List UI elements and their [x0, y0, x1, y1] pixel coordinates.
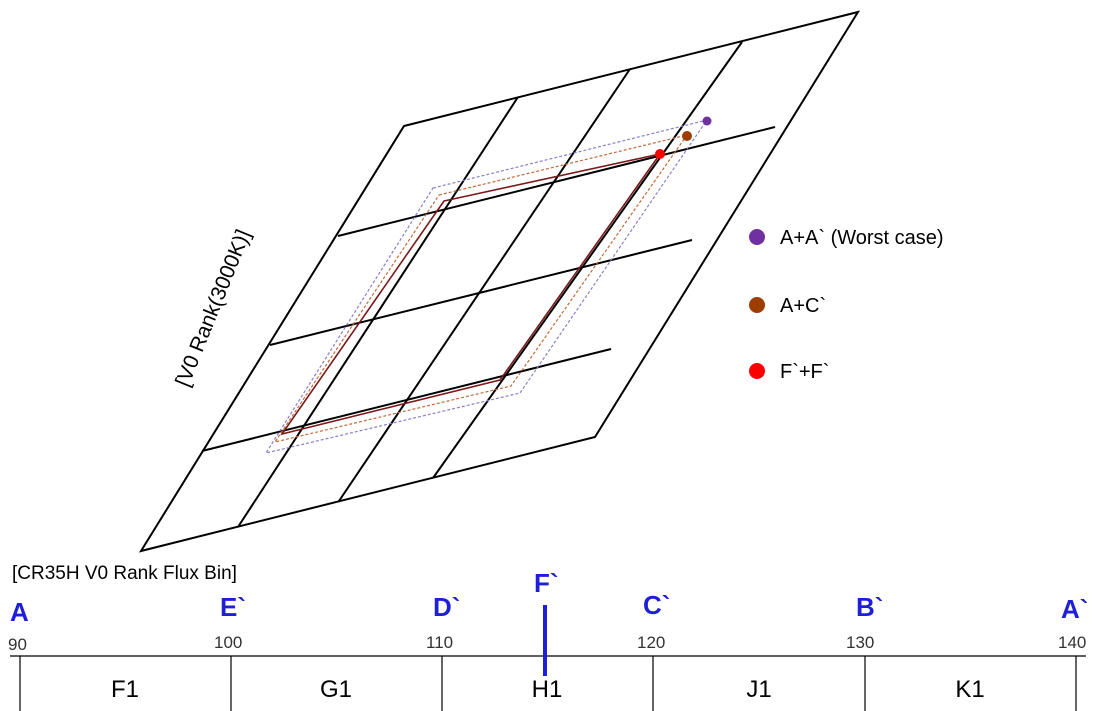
grid-line-v2 — [338, 68, 631, 502]
tick-number-110: 110 — [426, 633, 453, 652]
legend: A+A` (Worst case) A+C` F`+F` — [749, 227, 944, 383]
marker-letter-f-prime: F` — [534, 568, 559, 598]
bin-table — [10, 655, 1086, 711]
tick-number-140: 140 — [1058, 633, 1086, 652]
v0-rank-label: [V0 Rank(3000K)] — [171, 226, 255, 389]
tick-number-90: 90 — [8, 635, 27, 654]
tick-letter-b-prime: B` — [856, 592, 883, 622]
grid-outline — [138, 10, 861, 553]
a-plus-c-point — [682, 131, 692, 141]
legend-dot-f-plus-f — [749, 363, 765, 379]
flux-bin-scale-title: [CR35H V0 Rank Flux Bin] — [12, 563, 237, 584]
legend-dot-a-plus-c — [749, 297, 765, 313]
tick-letter-a: A — [10, 597, 29, 627]
legend-dot-worst-case — [749, 229, 765, 245]
a-plus-c-boundary — [273, 134, 689, 443]
tick-number-120: 120 — [637, 633, 665, 652]
bin-j1: J1 — [746, 676, 771, 703]
bin-k1: K1 — [955, 676, 984, 703]
bin-g1: G1 — [320, 676, 352, 703]
legend-label-f-plus-f: F`+F` — [780, 361, 829, 383]
f-plus-f-point — [655, 149, 665, 159]
tick-letter-e-prime: E` — [220, 592, 246, 622]
tick-letter-d-prime: D` — [433, 592, 460, 622]
tick-letter-a-prime: A` — [1061, 594, 1088, 624]
legend-label-a-plus-c: A+C` — [780, 295, 826, 317]
worst-case-point — [702, 116, 712, 126]
f-plus-f-boundary — [280, 152, 662, 436]
grid-line-h1 — [337, 126, 776, 237]
bin-h1: H1 — [532, 676, 563, 703]
rank-grid — [138, 10, 861, 553]
legend-label-worst-case: A+A` (Worst case) — [780, 227, 944, 249]
tick-letter-c-prime: C` — [643, 590, 670, 620]
tick-number-100: 100 — [214, 633, 242, 652]
grid-line-v1 — [237, 96, 519, 528]
bin-f1: F1 — [111, 676, 139, 703]
tick-number-130: 130 — [846, 633, 874, 652]
grid-line-h2 — [269, 239, 693, 346]
grid-line-v3 — [432, 41, 743, 479]
